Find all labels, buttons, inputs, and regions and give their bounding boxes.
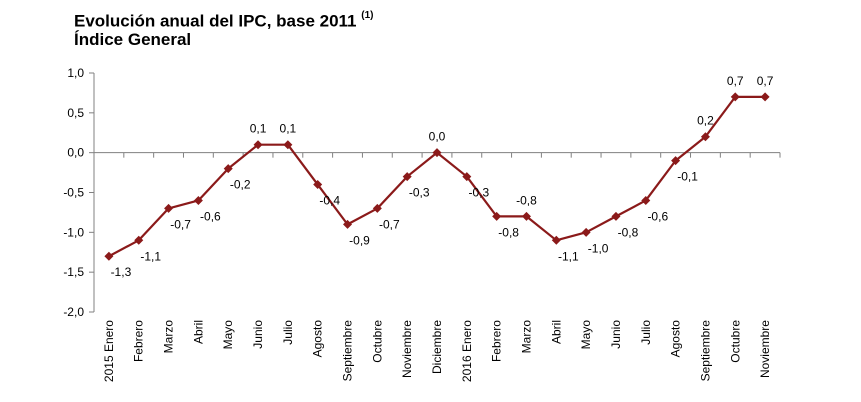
x-tick-label: Octubre bbox=[728, 320, 742, 363]
data-label: -0,6 bbox=[647, 209, 668, 223]
x-tick-label: Abril bbox=[549, 320, 563, 344]
data-point bbox=[492, 211, 502, 221]
x-tick-label: Marzo bbox=[162, 320, 176, 354]
data-label: -0,7 bbox=[379, 217, 400, 231]
data-label: -0,7 bbox=[170, 217, 191, 231]
x-tick-label: Noviembre bbox=[758, 320, 772, 378]
x-tick-label: 2016 Enero bbox=[460, 320, 474, 382]
data-point bbox=[432, 148, 442, 158]
data-label: 0,0 bbox=[429, 130, 446, 144]
data-point bbox=[760, 92, 770, 102]
chart-title: Evolución anual del IPC, base 2011 (1) bbox=[74, 10, 374, 31]
data-label: -0,3 bbox=[468, 186, 489, 200]
data-point bbox=[521, 211, 531, 221]
x-tick-label: Diciembre bbox=[430, 320, 444, 374]
data-label: -0,9 bbox=[349, 233, 370, 247]
x-tick-label: Septiembre bbox=[341, 320, 355, 382]
data-point bbox=[223, 164, 233, 174]
data-point bbox=[313, 180, 323, 190]
data-label: 0,1 bbox=[250, 122, 267, 136]
data-point bbox=[611, 211, 621, 221]
data-label: -0,8 bbox=[618, 225, 639, 239]
data-label: -0,6 bbox=[200, 209, 221, 223]
x-tick-label: Noviembre bbox=[400, 320, 414, 378]
data-point bbox=[402, 172, 412, 182]
data-label: -0,4 bbox=[319, 194, 340, 208]
x-tick-label: Septiembre bbox=[698, 320, 712, 382]
title-footnote: (1) bbox=[361, 10, 374, 21]
data-label: -1,0 bbox=[588, 241, 609, 255]
data-point bbox=[730, 92, 740, 102]
x-tick-label: 2015 Enero bbox=[102, 320, 116, 382]
data-point bbox=[551, 235, 561, 245]
x-tick-label: Agosto bbox=[311, 320, 325, 358]
data-point bbox=[104, 251, 114, 261]
data-point bbox=[462, 172, 472, 182]
y-tick-label: 0,5 bbox=[67, 106, 84, 120]
x-tick-label: Julio bbox=[639, 320, 653, 345]
data-label: -0,8 bbox=[498, 225, 519, 239]
data-label: 0,7 bbox=[727, 74, 744, 88]
y-tick-label: -2,0 bbox=[63, 305, 84, 319]
data-label: -0,1 bbox=[677, 170, 698, 184]
y-tick-label: -1,0 bbox=[63, 225, 84, 239]
x-tick-label: Agosto bbox=[669, 320, 683, 358]
data-label: 0,7 bbox=[757, 74, 774, 88]
chart-subtitle: Índice General bbox=[74, 30, 192, 49]
data-label: -1,1 bbox=[140, 249, 161, 263]
y-tick-label: 0,0 bbox=[67, 146, 84, 160]
x-tick-label: Mayo bbox=[221, 320, 235, 350]
series-line bbox=[108, 95, 766, 258]
x-tick-label: Febrero bbox=[132, 320, 146, 362]
x-tick-label: Junio bbox=[609, 320, 623, 349]
data-point bbox=[253, 140, 263, 150]
x-tick-label: Octubre bbox=[370, 320, 384, 363]
y-tick-label: -1,5 bbox=[63, 265, 84, 279]
data-point bbox=[164, 203, 174, 213]
data-label: -0,2 bbox=[230, 178, 251, 192]
data-label: 0,1 bbox=[280, 122, 297, 136]
data-label: -0,8 bbox=[516, 193, 537, 207]
data-label: -1,3 bbox=[111, 265, 132, 279]
x-tick-label: Junio bbox=[251, 320, 265, 349]
x-tick-label: Febrero bbox=[490, 320, 504, 362]
x-tick-label: Mayo bbox=[579, 320, 593, 350]
data-point bbox=[283, 140, 293, 150]
x-tick-label: Abril bbox=[191, 320, 205, 344]
data-point bbox=[671, 156, 681, 166]
data-point bbox=[641, 195, 651, 205]
data-point bbox=[193, 195, 203, 205]
data-point bbox=[372, 203, 382, 213]
data-label: -0,3 bbox=[409, 186, 430, 200]
data-label: -1,1 bbox=[558, 249, 579, 263]
data-point bbox=[581, 227, 591, 237]
data-label: 0,2 bbox=[697, 114, 714, 128]
y-tick-label: -0,5 bbox=[63, 186, 84, 200]
y-tick-label: 1,0 bbox=[67, 66, 84, 80]
data-point bbox=[700, 132, 710, 142]
x-tick-label: Marzo bbox=[519, 320, 533, 354]
x-tick-label: Julio bbox=[281, 320, 295, 345]
data-point bbox=[134, 235, 144, 245]
data-point bbox=[343, 219, 353, 229]
